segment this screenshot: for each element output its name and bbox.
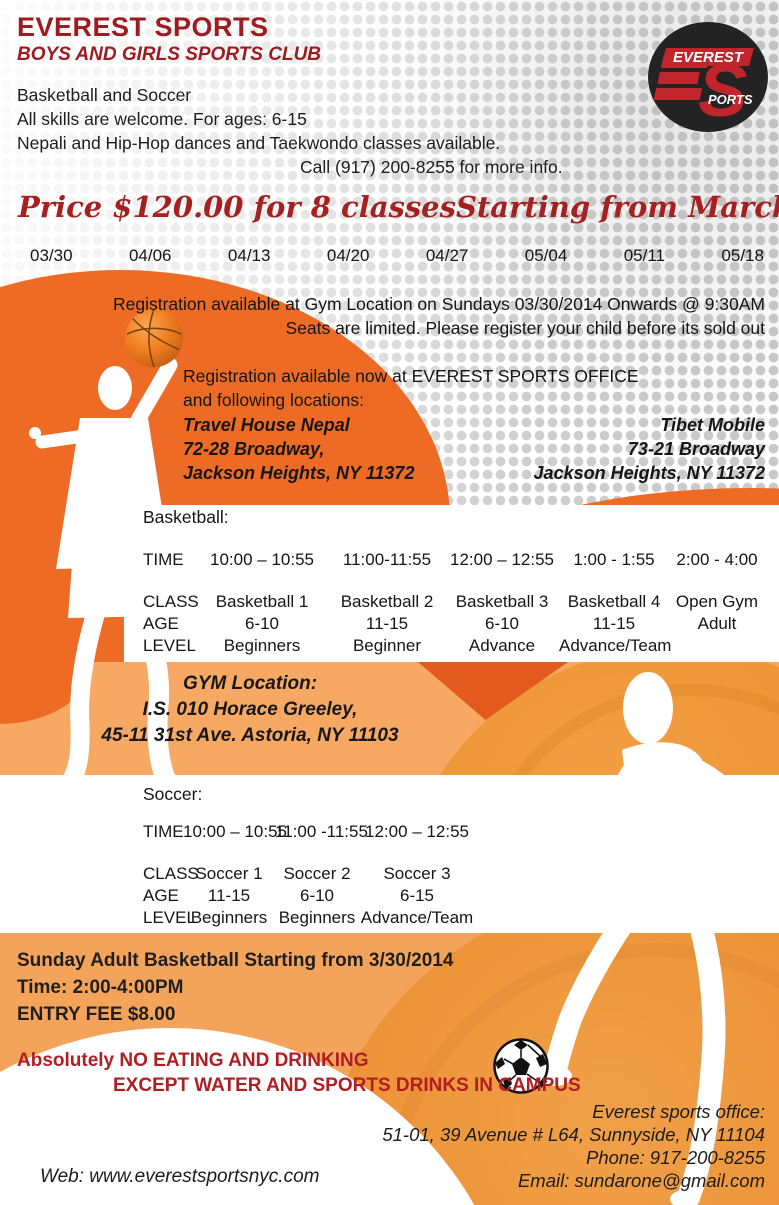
soccer-time: 11:00 -11:55: [275, 822, 368, 841]
class-label: CLASS: [143, 592, 199, 611]
soccer-age: 6-15: [399, 886, 435, 905]
basketball-class: Basketball 1: [215, 592, 309, 611]
soccer-class: Soccer 2: [283, 864, 351, 883]
everest-sports-logo: S EVEREST PORTS: [648, 22, 768, 132]
basketball-age: 6-10: [484, 614, 520, 633]
basketball-player-silhouette: [29, 357, 185, 795]
age-label: AGE: [143, 886, 179, 905]
basketball-class: Basketball 4: [567, 592, 661, 611]
class-date: 05/11: [623, 246, 665, 265]
class-date: 04/06: [128, 246, 172, 265]
footer-band: [0, 933, 779, 1205]
adult-basketball-time: Time: 2:00-4:00PM: [17, 977, 184, 998]
adult-basketball-line: Sunday Adult Basketball Starting from 3/…: [17, 950, 454, 971]
class-date: 04/20: [326, 246, 370, 265]
soccer-level: Beginners: [190, 908, 268, 927]
office-address: 51-01, 39 Avenue # L64, Sunnyside, NY 11…: [382, 1124, 765, 1145]
info-line-sports: Basketball and Soccer: [17, 85, 192, 105]
adult-basketball-fee: ENTRY FEE $8.00: [17, 1004, 176, 1025]
registration-line-3: Registration available now at EVEREST SP…: [183, 366, 639, 386]
basketball-level: Beginner: [352, 636, 422, 655]
gym-location-block: GYM Location: I.S. 010 Horace Greeley, 4…: [40, 671, 460, 749]
soccer-age: 6-10: [299, 886, 335, 905]
soccer-class: Soccer 3: [383, 864, 451, 883]
basketball-age: Adult: [697, 614, 737, 633]
price-text: Price $120.00 for 8 classes: [18, 190, 456, 224]
class-date: 04/27: [425, 246, 469, 265]
logo-top-word: EVEREST: [673, 49, 745, 66]
basketball-time: 11:00-11:55: [342, 550, 432, 569]
soccer-time: 12:00 – 12:55: [365, 822, 469, 841]
basketball-level: Beginners: [223, 636, 301, 655]
class-label: CLASS: [143, 864, 199, 883]
soccer-ball-icon: [493, 1038, 549, 1094]
start-date-text: Starting from March 30th 2014: [455, 190, 779, 224]
soccer-section-title: Soccer:: [143, 784, 203, 804]
basketball-icon: [124, 308, 184, 368]
class-date: 04/13: [227, 246, 271, 265]
class-dates-row: 03/30 04/06 04/13 04/20 04/27 05/04 05/1…: [30, 246, 764, 266]
basketball-age: 11-15: [592, 614, 636, 633]
office-title: Everest sports office:: [592, 1101, 765, 1122]
office-contact-block: Everest sports office: 51-01, 39 Avenue …: [382, 1100, 765, 1192]
basketball-level: Advance: [468, 636, 536, 655]
basketball-time: 10:00 – 10:55: [210, 550, 314, 569]
info-line-phone: Call (917) 200-8255 for more info.: [300, 157, 563, 177]
office-phone: Phone: 917-200-8255: [586, 1147, 765, 1168]
logo-bottom-word: PORTS: [708, 92, 753, 107]
soccer-time: 10:00 – 10:55: [183, 822, 287, 841]
gym-location-title: GYM Location:: [182, 673, 318, 694]
soccer-class-table: CLASS Soccer 1 Soccer 2 Soccer 3 AGE 11-…: [143, 863, 475, 929]
basketball-age: 11-15: [365, 614, 409, 633]
location-tibet-mobile: Tibet Mobile 73-21 Broadway Jackson Heig…: [533, 415, 765, 483]
basketball-time-row: TIME 10:00 – 10:55 11:00-11:55 12:00 – 1…: [143, 549, 765, 571]
page-title: EVEREST SPORTS: [17, 12, 269, 42]
location-travel-house-nepal: Travel House Nepal 72-28 Broadway, Jacks…: [183, 415, 415, 483]
soccer-player-silhouette: [540, 672, 777, 1205]
gym-location-school: I.S. 010 Horace Greeley,: [142, 699, 358, 720]
basketball-age: 6-10: [244, 614, 280, 633]
website-line: Web: www.everestsportsnyc.com: [40, 1166, 320, 1187]
class-date: 03/30: [30, 246, 73, 265]
basketball-level: [669, 635, 765, 657]
basketball-class: Open Gym: [675, 592, 759, 611]
time-label: TIME: [143, 550, 184, 569]
logo-banner: [661, 48, 754, 66]
adult-basketball-block: Sunday Adult Basketball Starting from 3/…: [17, 947, 453, 1028]
soccer-time-row: TIME 10:00 – 10:55 11:00 -11:55 12:00 – …: [143, 821, 475, 843]
class-date: 05/04: [524, 246, 568, 265]
age-label: AGE: [143, 614, 179, 633]
info-line-classes: Nepali and Hip-Hop dances and Taekwondo …: [17, 133, 501, 153]
registration-line-2: Seats are limited. Please register your …: [285, 318, 765, 338]
soccer-age: 11-15: [207, 886, 251, 905]
rule-line-1: Absolutely NO EATING AND DRINKING: [17, 1050, 369, 1071]
page-subtitle: BOYS AND GIRLS SPORTS CLUB: [17, 44, 322, 65]
info-line-ages: All skills are welcome. For ages: 6-15: [17, 109, 307, 129]
rule-line-2: EXCEPT WATER AND SPORTS DRINKS IN CAMPUS: [113, 1075, 581, 1096]
basketball-class: Basketball 3: [455, 592, 549, 611]
basketball-time: 12:00 – 12:55: [450, 550, 554, 569]
basketball-time: 1:00 - 1:55: [573, 550, 655, 569]
class-date: 05/18: [721, 246, 764, 265]
soccer-level: Advance/Team: [360, 908, 474, 927]
basketball-time: 2:00 - 4:00: [676, 550, 758, 569]
office-email: Email: sundarone@gmail.com: [517, 1170, 765, 1191]
basketball-table-background: [124, 505, 779, 662]
registration-line-1: Registration available at Gym Location o…: [112, 294, 765, 314]
gym-location-address: 45-11 31st Ave. Astoria, NY 11103: [101, 725, 399, 746]
soccer-class: Soccer 1: [195, 864, 263, 883]
time-label: TIME: [143, 822, 184, 841]
price-row: Price $120.00 for 8 classes Starting fro…: [18, 190, 779, 224]
basketball-section-title: Basketball:: [143, 507, 229, 527]
level-label: LEVEL: [143, 908, 196, 927]
registration-line-4: and following locations:: [183, 390, 364, 410]
basketball-class: Basketball 2: [340, 592, 434, 611]
basketball-level: Advance/Team: [559, 636, 672, 655]
basketball-class-table: CLASS Basketball 1 Basketball 2 Basketba…: [143, 591, 765, 657]
level-label: LEVEL: [143, 636, 196, 655]
soccer-level: Beginners: [278, 908, 356, 927]
